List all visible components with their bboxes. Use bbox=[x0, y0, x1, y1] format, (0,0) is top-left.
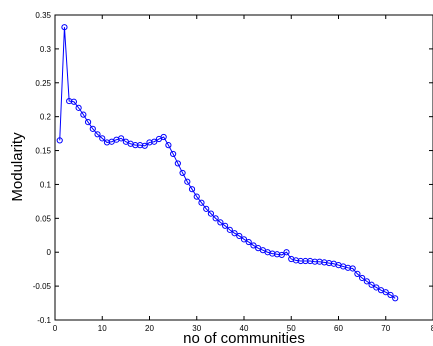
data-point bbox=[188, 186, 196, 193]
data-point bbox=[278, 251, 285, 259]
x-tick-label: 70 bbox=[381, 324, 390, 333]
series-points bbox=[56, 24, 399, 302]
data-point bbox=[222, 222, 229, 229]
data-point bbox=[368, 281, 375, 288]
data-point bbox=[203, 205, 210, 212]
data-point bbox=[179, 169, 186, 177]
data-point bbox=[99, 135, 106, 142]
x-tick-label: 8 bbox=[431, 324, 433, 333]
x-tick-label: 50 bbox=[287, 324, 296, 333]
y-tick-label: 0.3 bbox=[40, 45, 52, 54]
data-point bbox=[382, 289, 389, 296]
data-point bbox=[359, 274, 366, 282]
y-axis-label: Modularity bbox=[9, 132, 26, 202]
y-axis-ticks: -0.1 -0.05 0 0.05 0.1 0.15 0.2 0.25 0.3 0.35 bbox=[33, 11, 433, 325]
data-point bbox=[141, 142, 148, 149]
x-tick-label: 60 bbox=[334, 324, 343, 333]
x-tick-label: 20 bbox=[145, 324, 154, 333]
x-tick-label: 0 bbox=[53, 324, 58, 333]
x-axis-label: no of communities bbox=[183, 330, 305, 346]
data-point bbox=[349, 265, 356, 272]
data-point bbox=[170, 150, 177, 158]
data-point bbox=[226, 226, 233, 233]
data-point bbox=[231, 230, 238, 237]
y-tick-label: 0 bbox=[47, 248, 52, 257]
data-point bbox=[212, 215, 219, 222]
data-point bbox=[61, 24, 68, 31]
y-tick-label: -0.1 bbox=[37, 316, 51, 325]
data-point bbox=[160, 133, 167, 141]
data-point bbox=[207, 210, 215, 217]
y-tick-label: 0.2 bbox=[40, 113, 52, 122]
data-point bbox=[56, 137, 63, 144]
data-point bbox=[363, 278, 370, 285]
data-point bbox=[89, 125, 96, 132]
data-point bbox=[70, 98, 78, 105]
y-tick-label: 0.1 bbox=[40, 180, 52, 189]
data-point bbox=[283, 249, 290, 256]
y-tick-label: -0.05 bbox=[33, 282, 52, 291]
data-point bbox=[373, 284, 380, 291]
data-point bbox=[80, 111, 87, 118]
x-tick-label: 10 bbox=[98, 324, 107, 333]
data-point bbox=[236, 232, 243, 240]
data-point bbox=[75, 104, 82, 111]
data-point bbox=[387, 291, 394, 299]
data-point bbox=[94, 131, 101, 138]
data-point bbox=[118, 135, 125, 142]
y-tick-label: 0.25 bbox=[35, 79, 51, 88]
y-tick-label: 0.15 bbox=[35, 147, 51, 156]
series-line bbox=[59, 27, 396, 299]
data-point bbox=[245, 238, 252, 246]
data-point bbox=[151, 138, 158, 145]
data-point bbox=[392, 295, 399, 302]
data-point bbox=[174, 160, 181, 167]
x-tick-label: 30 bbox=[192, 324, 201, 333]
data-point bbox=[354, 270, 361, 278]
data-point bbox=[84, 118, 92, 126]
data-point bbox=[165, 142, 172, 149]
data-point bbox=[184, 178, 191, 185]
plot-frame bbox=[54, 14, 433, 321]
x-tick-label: 40 bbox=[240, 324, 249, 333]
y-tick-label: 0.05 bbox=[35, 214, 51, 223]
data-point bbox=[240, 236, 248, 243]
x-axis-ticks: 0 10 20 30 40 50 60 70 8 bbox=[53, 15, 433, 333]
data-point bbox=[193, 193, 200, 200]
y-tick-label: 0.35 bbox=[35, 11, 51, 20]
data-point bbox=[250, 242, 257, 249]
data-point bbox=[198, 199, 205, 206]
data-point bbox=[217, 219, 224, 226]
